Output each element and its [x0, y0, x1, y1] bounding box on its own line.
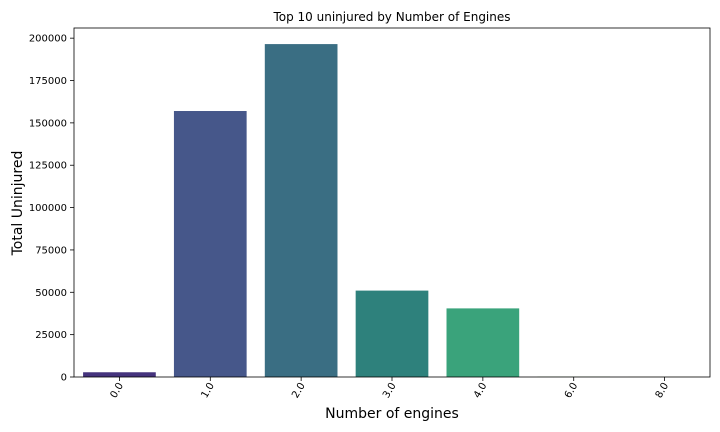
- y-tick-label: 0: [61, 373, 67, 384]
- x-tick-label: 1.0: [199, 381, 216, 400]
- y-tick-label: 100000: [29, 203, 67, 214]
- y-tick-label: 50000: [35, 288, 67, 299]
- x-axis-label: Number of engines: [325, 406, 459, 422]
- y-tick-label: 150000: [29, 118, 67, 129]
- y-tick-label: 125000: [29, 161, 67, 172]
- chart-title: Top 10 uninjured by Number of Engines: [272, 10, 510, 24]
- x-tick-label: 3.0: [381, 381, 398, 400]
- y-tick-label: 175000: [29, 76, 67, 87]
- x-tick-label: 6.0: [563, 381, 580, 400]
- bar-3.0: [355, 290, 429, 377]
- x-tick-label: 0.0: [109, 381, 126, 400]
- bar-1.0: [173, 111, 247, 377]
- y-axis-label: Total Uninjured: [10, 151, 26, 257]
- x-tick-label: 4.0: [472, 381, 489, 400]
- x-tick-label: 8.0: [654, 381, 671, 400]
- y-tick-label: 75000: [35, 245, 67, 256]
- y-tick-label: 200000: [29, 34, 67, 45]
- bar-4.0: [446, 308, 520, 377]
- x-tick-label: 2.0: [290, 381, 307, 400]
- bar-2.0: [264, 44, 338, 378]
- y-tick-label: 25000: [35, 330, 67, 341]
- plot-area: 0 25000 50000 75000 100000 125000 150000 175000…: [29, 27, 711, 400]
- bar-0.0: [83, 372, 156, 377]
